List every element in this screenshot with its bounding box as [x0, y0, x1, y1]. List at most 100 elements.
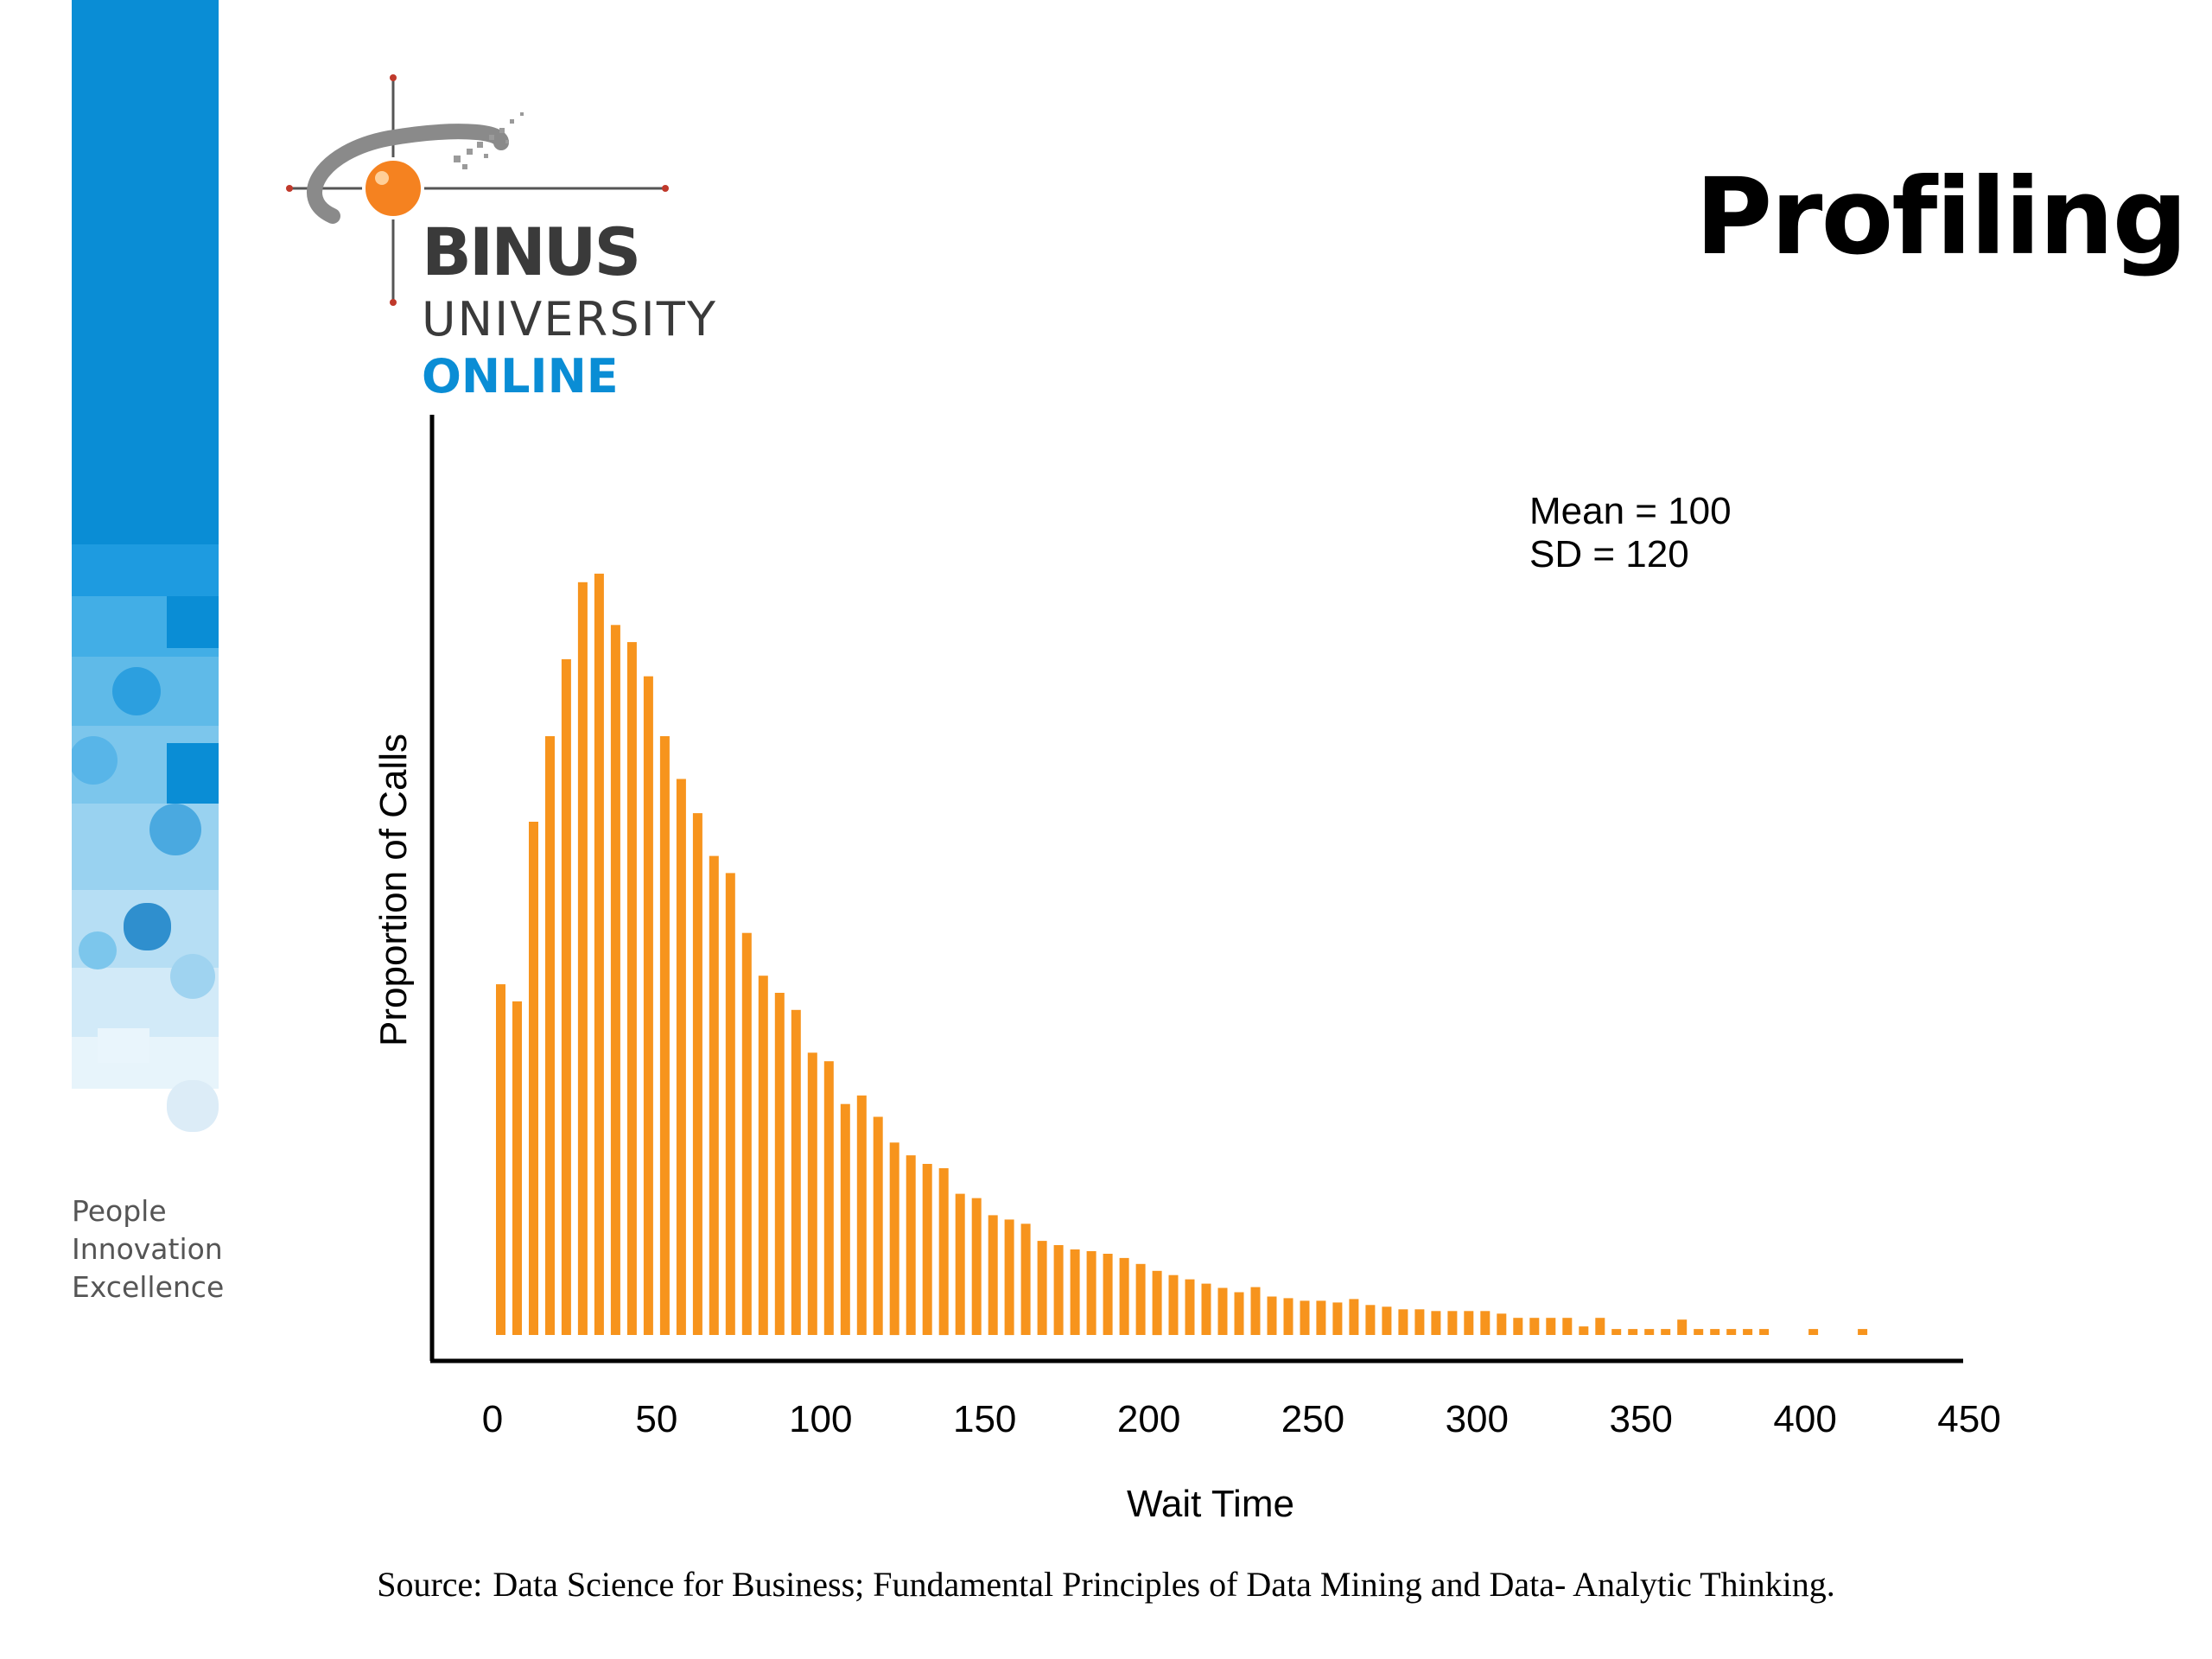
histogram-bar: [1267, 1296, 1277, 1335]
histogram-bar: [1464, 1311, 1474, 1335]
histogram-bar: [1201, 1283, 1211, 1335]
histogram-bar: [594, 573, 604, 1335]
histogram-bar: [643, 676, 653, 1335]
histogram-bar: [1644, 1329, 1655, 1335]
histogram-bar: [1152, 1270, 1162, 1336]
histogram-bar: [774, 993, 785, 1335]
sidebar-pattern: [69, 0, 219, 1132]
histogram-bar: [1365, 1305, 1376, 1335]
x-tick-label: 400: [1773, 1398, 1836, 1440]
histogram-bar: [1037, 1241, 1047, 1335]
source-text: Data Science for Business; Fundamental P…: [493, 1565, 1835, 1604]
histogram-bar: [1332, 1302, 1343, 1335]
histogram-bar: [676, 779, 686, 1335]
histogram-bar: [1694, 1329, 1704, 1335]
histogram-bar: [856, 1095, 867, 1335]
histogram-bar: [709, 855, 719, 1335]
histogram-bar: [807, 1052, 817, 1335]
y-axis-label: Proportion of Calls: [372, 734, 415, 1046]
histogram-bar: [1562, 1318, 1573, 1335]
histogram-bar: [1053, 1245, 1064, 1335]
histogram-bar: [659, 736, 670, 1335]
tagline-excellence: Excellence: [72, 1270, 225, 1304]
histogram-bar: [840, 1103, 850, 1335]
x-tick-labels: 0 50 100 150 200 250 300 350 400 450: [482, 1398, 2001, 1440]
chart-bars: [496, 573, 1868, 1336]
logo-university: UNIVERSITY: [422, 292, 716, 346]
histogram-bar: [741, 932, 752, 1335]
histogram-bar: [988, 1215, 998, 1335]
histogram-bar: [1447, 1311, 1458, 1335]
tagline-innovation: Innovation: [72, 1232, 223, 1266]
histogram-bar: [791, 1009, 801, 1335]
histogram-bar: [1283, 1298, 1294, 1335]
x-tick-label: 300: [1446, 1398, 1509, 1440]
histogram-bar: [1250, 1287, 1261, 1335]
x-tick-label: 50: [635, 1398, 677, 1440]
histogram-bar: [1595, 1318, 1605, 1335]
histogram-bar: [577, 582, 588, 1335]
tagline: People Innovation Excellence: [72, 1192, 224, 1306]
histogram-bar: [1513, 1318, 1523, 1335]
histogram-bar: [610, 625, 620, 1335]
source-note: Source: Data Science for Business; Fundam…: [0, 1564, 2212, 1605]
tagline-people: People: [72, 1194, 167, 1228]
histogram-bar: [906, 1155, 916, 1335]
histogram-bar: [725, 873, 735, 1335]
histogram-bar: [1726, 1329, 1737, 1335]
source-label: Source:: [377, 1565, 483, 1604]
histogram-bar: [1185, 1279, 1195, 1335]
histogram-bar: [1086, 1251, 1096, 1335]
histogram-bar: [1349, 1299, 1359, 1335]
histogram-bar: [529, 822, 538, 1335]
histogram-bar: [1103, 1254, 1113, 1335]
histogram-bar: [1858, 1329, 1868, 1335]
x-tick-label: 100: [789, 1398, 852, 1440]
histogram-bar: [1628, 1329, 1638, 1335]
histogram-bar: [1168, 1274, 1179, 1335]
histogram-bar: [561, 658, 571, 1335]
histogram-bar: [1759, 1329, 1770, 1335]
histogram-bar: [1579, 1326, 1589, 1335]
binus-university-online-logo: BINUS UNIVERSITY ONLINE: [286, 74, 716, 404]
histogram-bar: [626, 642, 637, 1335]
logo-binus: BINUS: [422, 213, 639, 290]
wait-time-histogram: 0 50 100 150 200 250 300 350 400 450 Wait Time Pr…: [372, 415, 2001, 1525]
histogram-bar: [1808, 1329, 1819, 1335]
histogram-bar: [512, 1001, 522, 1335]
histogram-bar: [1217, 1287, 1228, 1335]
histogram-bar: [1743, 1329, 1753, 1335]
histogram-bar: [545, 736, 555, 1335]
x-tick-label: 200: [1117, 1398, 1180, 1440]
histogram-bar: [1661, 1329, 1671, 1335]
histogram-bar: [1119, 1257, 1129, 1335]
histogram-bar: [1234, 1292, 1244, 1335]
histogram-bar: [1480, 1311, 1491, 1335]
histogram-bar: [1070, 1249, 1080, 1335]
histogram-bar: [1398, 1309, 1408, 1335]
histogram-bar: [889, 1142, 899, 1336]
logo-online: ONLINE: [422, 349, 619, 404]
sd-annotation: SD = 120: [1529, 533, 1689, 575]
brand-sidebar: [69, 0, 219, 1141]
x-tick-label: 150: [953, 1398, 1016, 1440]
histogram-bar: [1529, 1318, 1540, 1335]
mean-annotation: Mean = 100: [1529, 490, 1732, 532]
histogram-bar: [1414, 1309, 1425, 1335]
x-tick-label: 250: [1281, 1398, 1344, 1440]
histogram-bar: [955, 1193, 965, 1335]
histogram-bar: [971, 1198, 982, 1335]
histogram-bar: [1431, 1311, 1441, 1335]
histogram-bar: [1020, 1224, 1031, 1335]
histogram-bar: [692, 813, 702, 1335]
x-tick-label: 450: [1937, 1398, 2000, 1440]
histogram-bar: [823, 1061, 834, 1335]
x-tick-label: 350: [1609, 1398, 1672, 1440]
histogram-bar: [1677, 1319, 1688, 1335]
histogram-bar: [1611, 1329, 1622, 1335]
histogram-bar: [938, 1168, 949, 1336]
histogram-bar: [1382, 1306, 1392, 1335]
histogram-bar: [1004, 1219, 1014, 1336]
histogram-bar: [873, 1116, 883, 1335]
histogram-bar: [1316, 1300, 1326, 1335]
